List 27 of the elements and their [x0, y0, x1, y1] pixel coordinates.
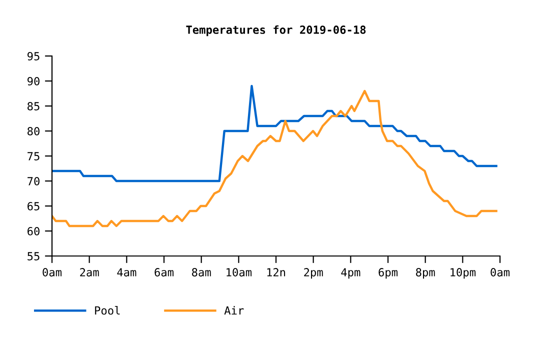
- x-tick-label: 12n: [267, 268, 286, 276]
- legend-label: Air: [224, 306, 244, 314]
- x-tick-label: 10pm: [450, 268, 476, 279]
- x-tick-label: 10am: [226, 268, 252, 276]
- legend-label: Pool: [95, 306, 120, 315]
- line-series: [52, 84, 498, 182]
- x-tick-label: 8am: [192, 268, 211, 276]
- line-series: [52, 90, 498, 228]
- y-tick-label: 80: [28, 127, 40, 136]
- x-tick-label: 8pm: [416, 268, 435, 279]
- x-tick-label: 4am: [117, 268, 136, 276]
- y-tick-label: 70: [28, 177, 40, 186]
- x-tick-label: 4pm: [341, 268, 360, 279]
- x-tick-label: 6am: [154, 268, 174, 276]
- x-tick-label: 0am: [42, 268, 62, 276]
- x-tick-label: 6pm: [378, 268, 398, 279]
- y-tick-label: 55: [28, 252, 40, 260]
- y-tick-label: 95: [28, 52, 40, 60]
- x-tick-label: 0am: [490, 268, 510, 276]
- y-tick-label: 75: [28, 152, 40, 160]
- y-tick-label: 90: [28, 77, 40, 86]
- x-tick-label: 2am: [80, 268, 99, 276]
- y-tick-label: 60: [28, 227, 40, 236]
- y-tick-label: 65: [28, 202, 40, 210]
- x-tick-label: 2pm: [304, 268, 323, 279]
- y-tick-label: 85: [28, 102, 40, 110]
- chart-title: Temperatures for 2019-06-18: [186, 25, 366, 36]
